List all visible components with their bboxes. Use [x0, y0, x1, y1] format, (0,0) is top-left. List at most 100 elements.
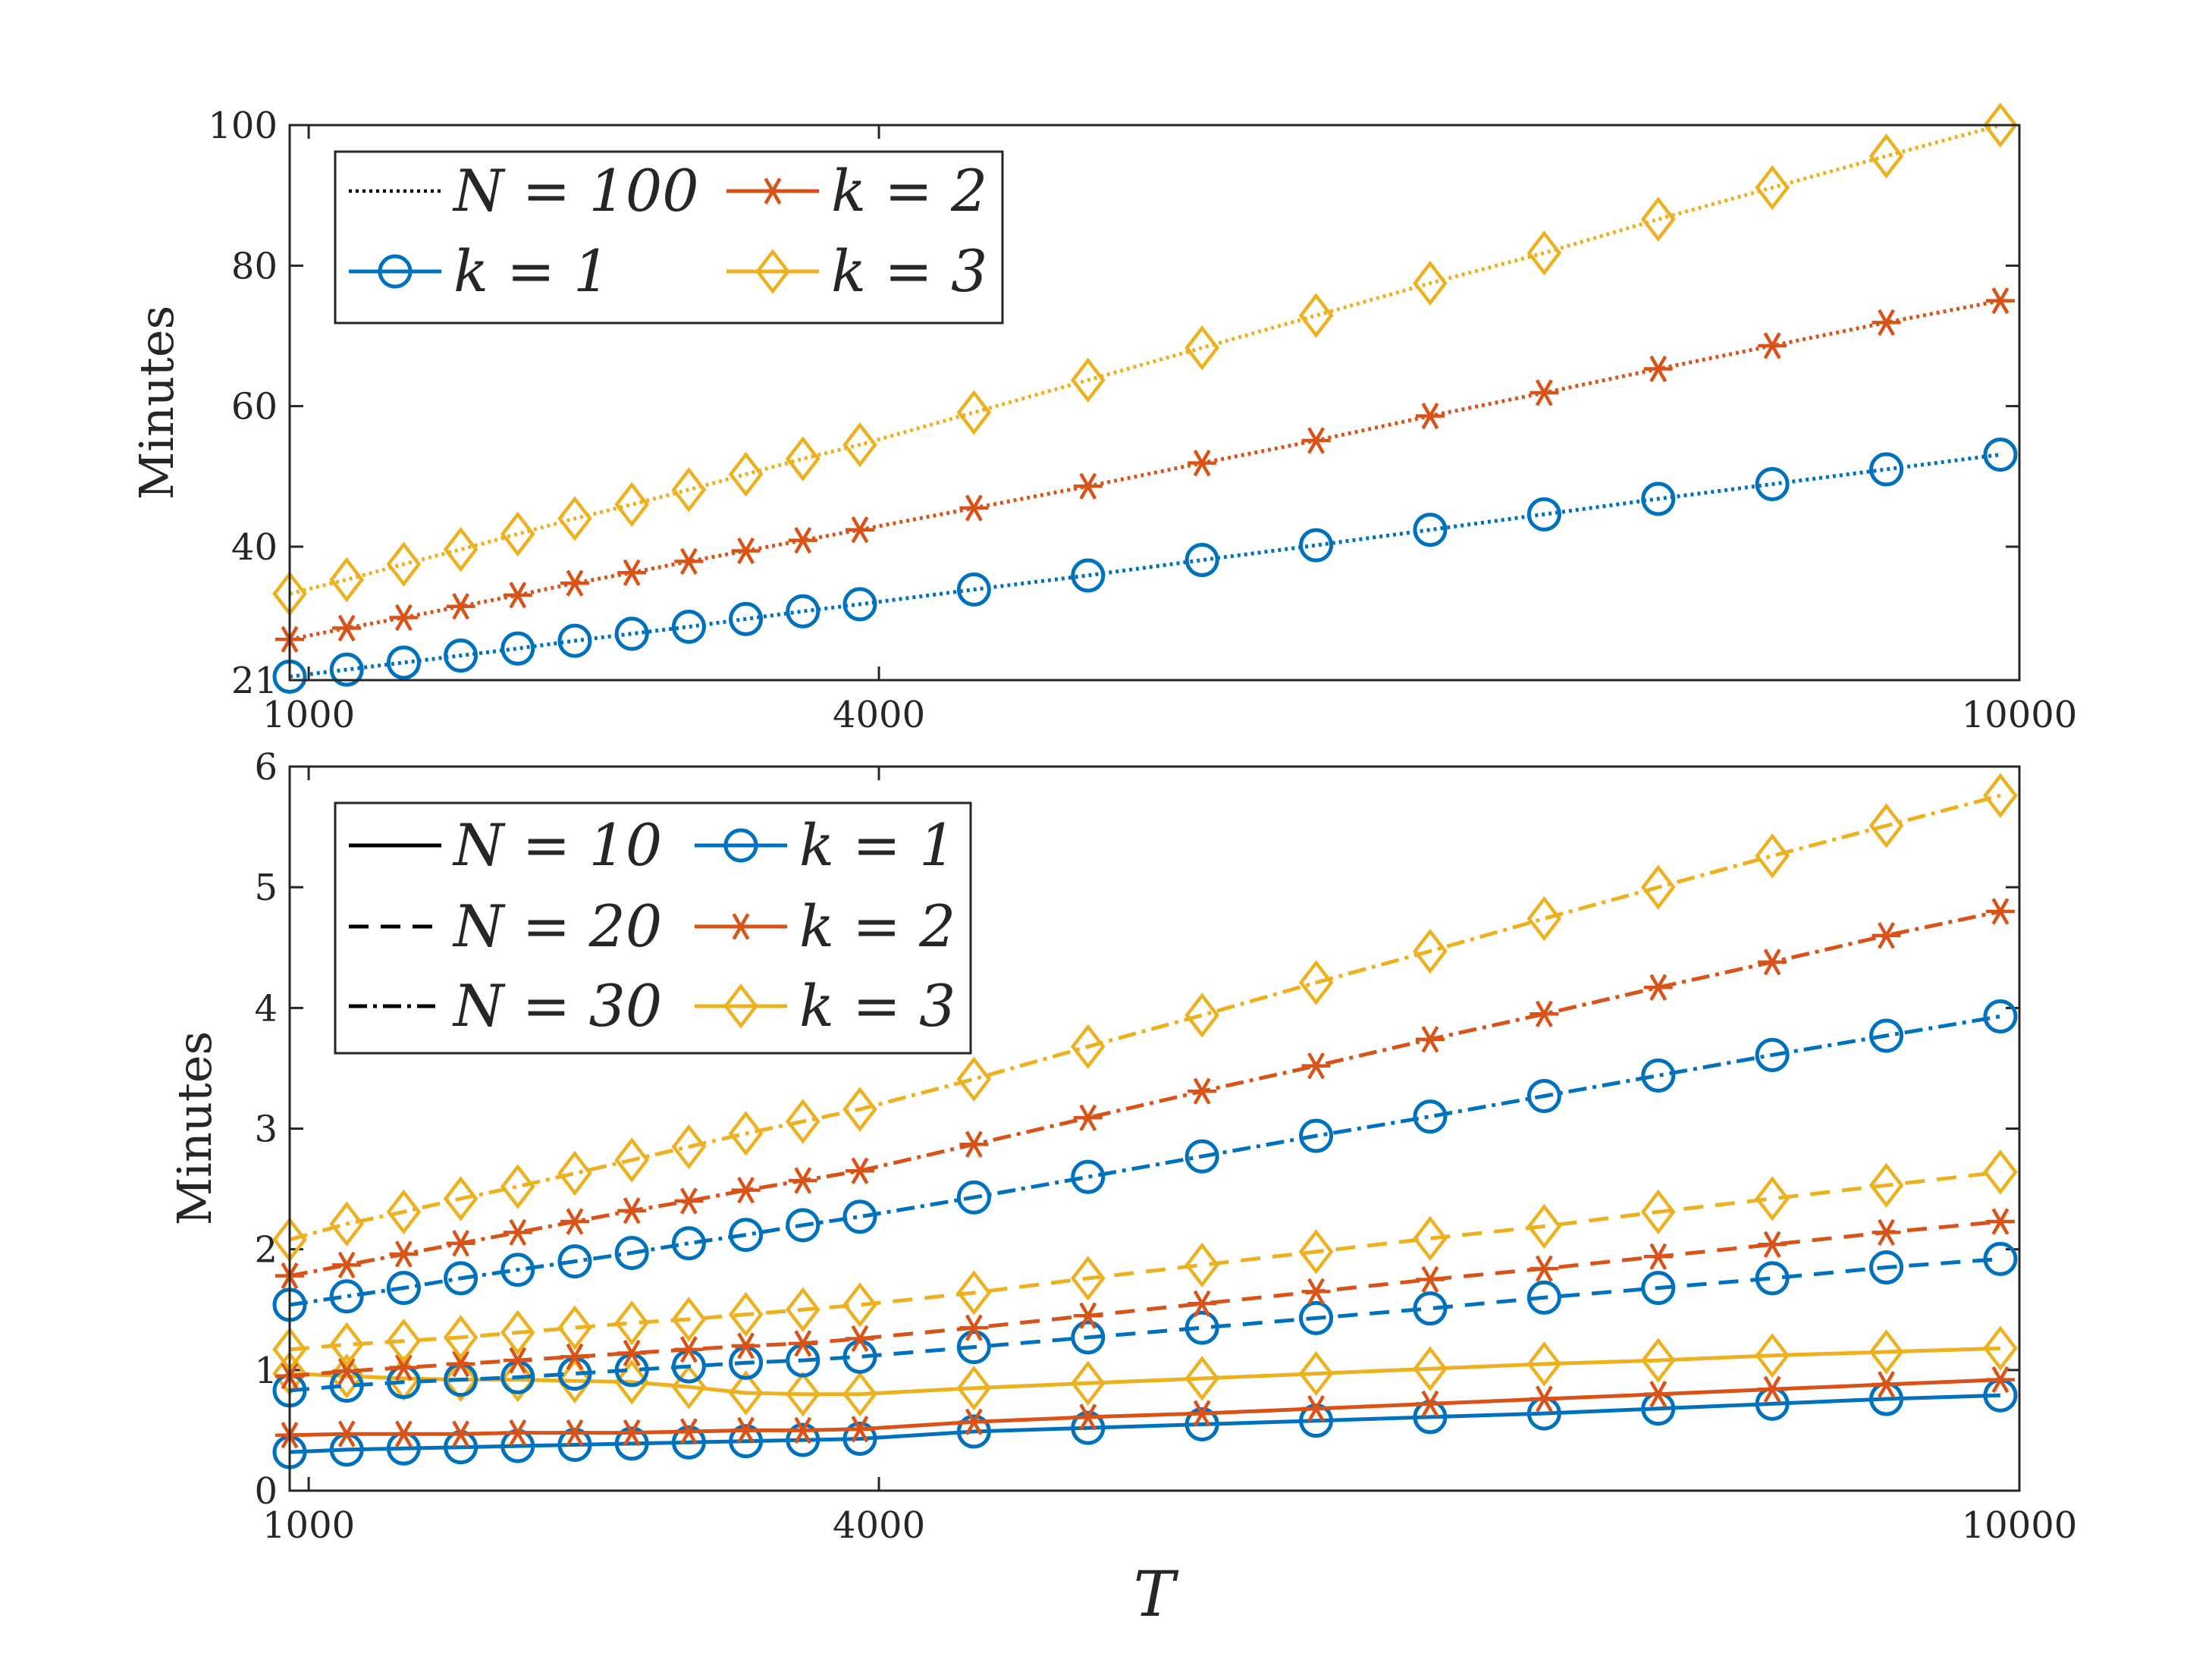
bottom-point-n30-k1 [500, 1253, 535, 1287]
bottom-point-n30-k1 [1299, 1118, 1334, 1153]
legend-line-k3-bottom [695, 983, 787, 1029]
top-xtick-label: 4000 [833, 694, 925, 736]
bottom-series [272, 773, 2018, 1469]
bottom-ytick-label: 0 [254, 1470, 278, 1513]
top-point-n100-k3 [1983, 102, 2018, 148]
bottom-point-n20-k1 [1526, 1280, 1561, 1315]
bottom-point-n30-k3 [956, 1056, 992, 1102]
bottom-point-n30-k1 [729, 1218, 764, 1253]
top-point-n100-k2 [1188, 450, 1217, 477]
legend-label-n20: N = 20 [452, 892, 662, 960]
bottom-ytick-label: 4 [254, 987, 278, 1030]
bottom-xtick-label: 4000 [833, 1504, 925, 1547]
bottom-point-n30-k3 [1070, 1024, 1106, 1069]
bottom-point-n20-k3 [1526, 1203, 1562, 1250]
bottom-point-n10-k2 [1301, 1395, 1331, 1422]
bottom-point-n30-k2 [959, 1131, 989, 1158]
top-point-n100-k1 [1869, 452, 1904, 487]
top-point-n100-k3 [842, 422, 877, 468]
bottom-point-n30-k1 [1755, 1037, 1790, 1072]
bottom-point-n30-k2 [1758, 949, 1787, 976]
bottom-point-n20-k1 [1299, 1300, 1334, 1335]
top-line-n100-k1 [289, 453, 2001, 679]
bottom-point-n30-k1 [1641, 1058, 1676, 1093]
bottom-point-n20-k2 [1415, 1265, 1445, 1294]
bottom-point-n30-k2 [1643, 974, 1673, 1001]
legend-marker-k3-bottom [723, 983, 758, 1029]
bottom-point-n20-k1 [1641, 1271, 1676, 1306]
bottom-point-n10-k1 [842, 1422, 877, 1457]
top-point-n100-k1 [386, 645, 421, 680]
bottom-point-n10-k3 [785, 1371, 820, 1417]
bottom-point-n30-k1 [1184, 1139, 1219, 1174]
top-point-n100-k3 [1868, 133, 1904, 179]
bottom-point-n10-k2 [617, 1419, 647, 1447]
bottom-point-n30-k2 [389, 1240, 419, 1268]
bottom-point-n20-k2 [446, 1350, 475, 1378]
bottom-series-n30-k2 [275, 898, 2015, 1290]
bottom-point-n20-k3 [1070, 1256, 1106, 1301]
bottom-point-n10-k1 [1071, 1410, 1106, 1445]
bottom-point-n20-k2 [617, 1339, 647, 1367]
bottom-point-n10-k3 [1298, 1350, 1334, 1397]
bottom-point-n20-k2 [845, 1325, 874, 1353]
bottom-point-n30-k1 [956, 1180, 991, 1215]
bottom-point-n20-k3 [557, 1305, 592, 1350]
legend-marker-k1-bottom [723, 828, 758, 863]
bottom-point-n30-k1 [329, 1279, 364, 1314]
bottom-xtick-label: 1000 [262, 1504, 355, 1547]
bottom-point-n10-k3 [1184, 1356, 1220, 1401]
top-point-n100-k1 [842, 587, 877, 622]
top-point-n100-k3 [956, 390, 992, 435]
bottom-line-n10-k1 [289, 1393, 2000, 1454]
bottom-point-n20-k2 [1188, 1290, 1217, 1317]
legend-marker-star [726, 913, 755, 940]
top-point-n100-k2 [503, 582, 532, 609]
bottom-point-n10-k1 [671, 1425, 706, 1460]
bottom-point-n30-k2 [674, 1187, 704, 1215]
bottom-point-n20-k3 [956, 1270, 992, 1316]
bottom-point-n10-k2 [389, 1420, 419, 1447]
bottom-point-n30-k1 [1983, 999, 2018, 1033]
top-point-n100-k1 [1983, 437, 2018, 472]
bottom-point-n30-k1 [786, 1208, 820, 1243]
top-point-n100-k2 [1872, 309, 1901, 337]
legend-label-k2-top: k = 2 [831, 157, 987, 224]
bottom-point-n10-k2 [503, 1419, 532, 1447]
bottom-point-n10-k3 [500, 1356, 535, 1403]
legend-line-k1 [349, 254, 441, 289]
bottom-point-n10-k2 [731, 1416, 761, 1444]
bottom-point-n30-k2 [1872, 922, 1901, 949]
bottom-point-n10-k2 [674, 1418, 704, 1445]
bottom-point-n10-k3 [1070, 1360, 1106, 1407]
bottom-point-n30-k2 [731, 1177, 761, 1204]
legend-marker-circle [723, 828, 758, 863]
bottom-point-n20-k2 [1758, 1231, 1787, 1258]
bottom-point-n30-k1 [444, 1261, 478, 1296]
bottom-point-n30-k1 [1413, 1099, 1448, 1134]
top-xtick-label: 10000 [1962, 694, 2078, 736]
bottom-point-n10-k1 [956, 1414, 991, 1449]
bottom-ytick-label: 6 [254, 746, 278, 789]
top-point-n100-k3 [614, 481, 650, 528]
bottom-point-n30-k3 [842, 1087, 877, 1132]
bottom-point-n20-k3 [785, 1287, 820, 1332]
bottom-point-n10-k2 [1872, 1371, 1901, 1398]
top-point-n100-k2 [731, 537, 761, 565]
legend-marker-diamond [755, 249, 790, 294]
bottom-point-n30-k2 [446, 1230, 475, 1257]
bottom-point-n10-k3 [728, 1370, 764, 1416]
legend-line-k3 [726, 249, 819, 294]
top-point-n100-k1 [729, 601, 764, 636]
bottom-point-n30-k1 [614, 1235, 649, 1270]
top-point-n100-k2 [788, 526, 817, 554]
bottom-point-n30-k1 [842, 1200, 877, 1234]
bottom-point-n20-k3 [1298, 1229, 1334, 1275]
top-point-n100-k1 [1641, 481, 1676, 516]
bottom-point-n30-k3 [1184, 993, 1220, 1038]
bottom-point-n20-k1 [1869, 1250, 1904, 1285]
top-point-n100-k3 [1298, 293, 1334, 338]
bottom-point-n20-k3 [1755, 1176, 1790, 1222]
bottom-point-n30-k1 [386, 1271, 421, 1306]
